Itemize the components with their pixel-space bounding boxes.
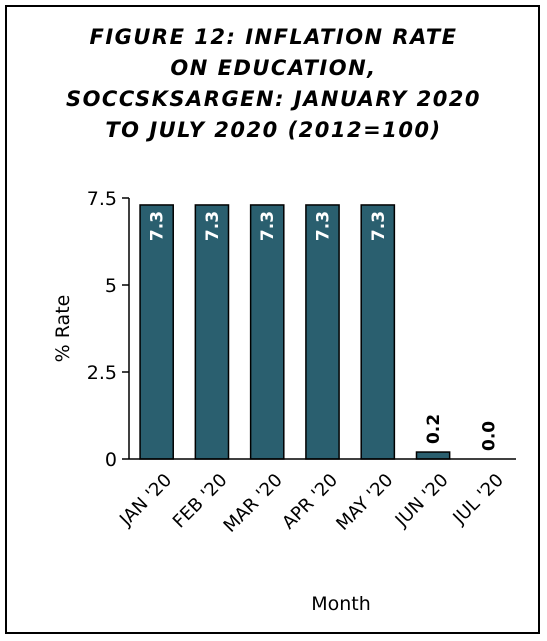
y-tick-label: 7.5 [87, 188, 117, 210]
y-tick-label: 0 [105, 449, 117, 471]
data-label: 0.0 [479, 421, 499, 451]
title-line-3: SOCCSKSARGEN: JANUARY 2020 [65, 87, 482, 111]
y-axis-label: % Rate [52, 295, 74, 363]
data-label: 7.3 [203, 211, 223, 241]
y-tick-label: 5 [105, 275, 117, 297]
x-tick-label: JAN '20 [115, 470, 176, 531]
data-label: 7.3 [148, 211, 168, 241]
bars [139, 204, 451, 460]
x-tick-label: MAY '20 [332, 470, 397, 535]
data-label: 0.2 [424, 414, 444, 444]
title-line-1: FIGURE 12: INFLATION RATE [89, 25, 458, 49]
title-line-2: ON EDUCATION, [170, 56, 377, 80]
y-axis-ticks: 0 2.5 5 7.5 [87, 188, 129, 471]
bar [194, 204, 230, 460]
x-tick-label: JUL '20 [448, 470, 507, 529]
title-line-4: TO JULY 2020 (2012=100) [105, 118, 442, 142]
y-tick-label: 2.5 [87, 362, 117, 384]
data-label: 7.3 [314, 211, 334, 241]
bar [139, 204, 174, 460]
x-axis-label: Month [311, 593, 371, 615]
bar [360, 204, 396, 460]
x-tick-label: MAR '20 [220, 470, 287, 537]
bar [415, 451, 451, 460]
x-tick-label: JUN '20 [391, 470, 453, 532]
bar [305, 204, 340, 460]
data-labels: 7.3 7.3 7.3 7.3 7.3 0.2 0.0 [148, 211, 500, 451]
data-label: 7.3 [258, 211, 278, 241]
x-tick-label: APR '20 [278, 470, 342, 534]
chart-title: FIGURE 12: INFLATION RATE ON EDUCATION, … [10, 22, 537, 146]
bar [249, 204, 285, 460]
data-label: 7.3 [369, 211, 389, 241]
